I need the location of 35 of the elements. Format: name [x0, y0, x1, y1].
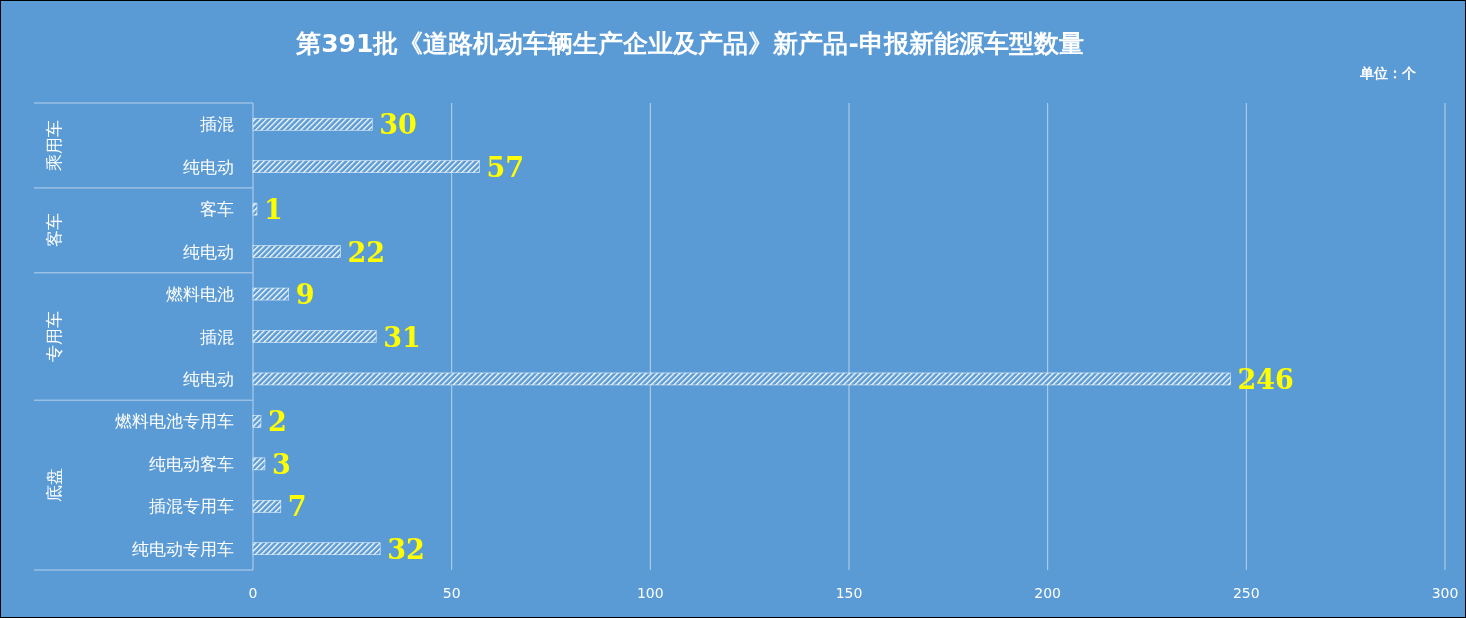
y-tick-label: 燃料电池专用车 — [115, 411, 234, 432]
data-label: 1 — [263, 194, 283, 226]
y-tick-label: 纯电动专用车 — [132, 538, 234, 559]
text: 乘用车 — [44, 119, 64, 171]
x-tick-label: 50 — [442, 585, 461, 601]
y-tick-label: 客车 — [200, 199, 234, 220]
data-label: 57 — [486, 151, 525, 183]
data-label: 7 — [287, 491, 307, 523]
data-label: 30 — [379, 109, 417, 141]
y-tick-label: 纯电动 — [183, 241, 234, 262]
y-tick-label: 纯电动客车 — [149, 453, 234, 474]
data-label: 31 — [383, 321, 421, 353]
x-tick-label: 100 — [636, 585, 664, 601]
data-label: 2 — [267, 406, 287, 438]
text: 单位：个 — [1359, 65, 1417, 81]
data-label: 9 — [295, 279, 315, 311]
x-tick-label: 200 — [1034, 585, 1062, 601]
text: 底盘 — [44, 468, 64, 503]
y-tick-label: 插混 — [200, 114, 234, 135]
y-tick-label: 纯电动 — [183, 156, 234, 177]
y-tick-label: 插混专用车 — [149, 496, 234, 517]
chart-title: 第391批《道路机动车辆生产企业及产品》新产品-申报新能源车型数量 — [295, 29, 1084, 58]
text: 客车 — [44, 213, 64, 248]
x-tick-label: 300 — [1431, 585, 1459, 601]
data-label: 22 — [347, 236, 385, 268]
y-tick-label: 燃料电池 — [166, 284, 234, 305]
data-label: 32 — [387, 533, 425, 565]
data-label: 246 — [1237, 363, 1294, 395]
y-tick-label: 纯电动 — [183, 368, 234, 389]
text: 专用车 — [44, 311, 64, 362]
x-tick-label: 250 — [1232, 585, 1260, 601]
data-label: 3 — [271, 448, 291, 480]
x-tick-label: 150 — [835, 585, 863, 601]
x-tick-label: 0 — [248, 585, 258, 601]
y-tick-label: 插混 — [200, 326, 234, 347]
